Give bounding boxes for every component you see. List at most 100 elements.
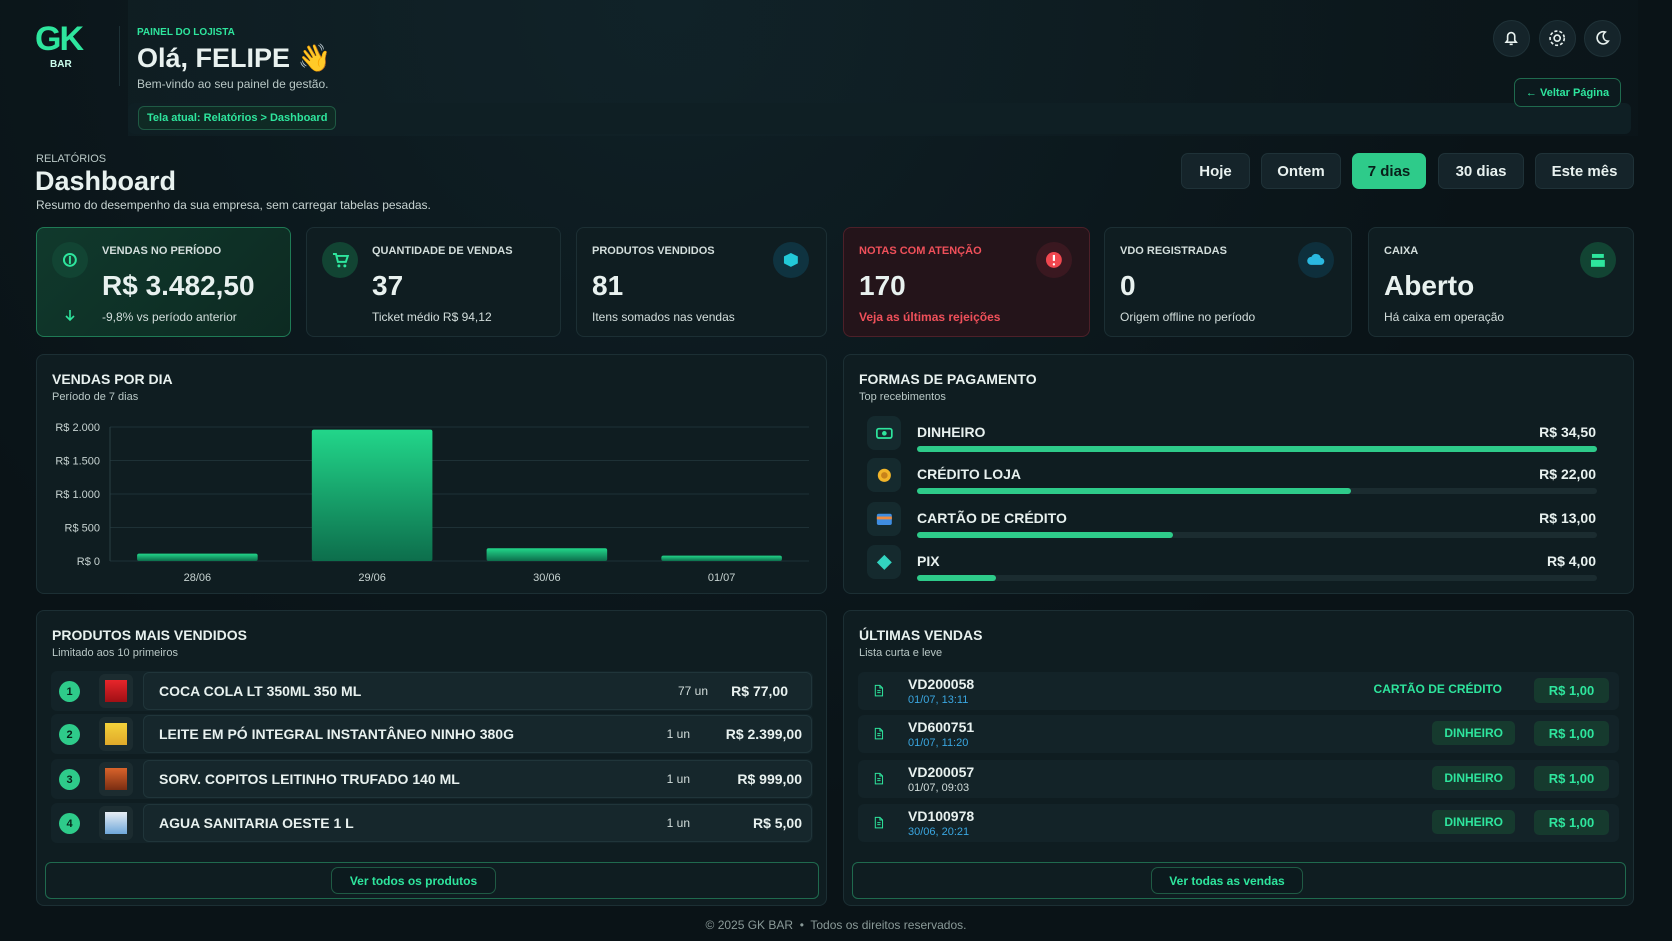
kpi-value: 81: [592, 270, 624, 301]
theme-button[interactable]: [1583, 19, 1621, 57]
button-frame: [45, 862, 819, 899]
breadcrumb-strip: [128, 103, 1631, 134]
kpi-value: 37: [372, 270, 404, 301]
kpi-label: VENDAS NO PERÍODO: [102, 245, 222, 257]
kpi-value: Aberto: [1384, 270, 1475, 301]
kpi-note: Ticket médio R$ 94,12: [372, 310, 492, 324]
kpi-label: PRODUTOS VENDIDOS: [592, 245, 715, 257]
view-sales-button[interactable]: Ver todas as vendas: [1151, 867, 1303, 894]
kpi-card: CAIXA Aberto Há caixa em operação: [1368, 227, 1634, 337]
payment-value: R$ 13,00: [1539, 510, 1596, 526]
products-panel: PRODUTOS MAIS VENDIDOS Limitado aos 10 pr…: [36, 610, 827, 906]
product-name-box: [143, 804, 812, 842]
product-name-box: [143, 672, 812, 710]
sale-total: R$ 1,00: [1534, 721, 1609, 746]
kpi-note: Veja as últimas rejeições: [859, 310, 1001, 324]
panel-subtitle: Limitado aos 10 primeiros: [52, 647, 178, 659]
product-image: [99, 717, 133, 751]
sale-id: VD200057: [908, 764, 975, 780]
kpi-label: NOTAS COM ATENÇÃO: [859, 245, 982, 257]
kpi-note: Origem offline no período: [1120, 310, 1256, 324]
payment-name: CARTÃO DE CRÉDITO: [917, 510, 1067, 526]
panel-title: VENDAS POR DIA: [52, 371, 173, 387]
bar: [137, 553, 258, 561]
product-name: SORV. COPITOS LEITINHO TRUFADO 140 ML: [159, 771, 460, 787]
product-total: R$ 5,00: [752, 815, 802, 831]
logo: GK: [35, 20, 84, 58]
icon-glyph: [876, 513, 892, 525]
sale-date: 01/07, 11:20: [908, 737, 969, 749]
section-eyebrow: RELATÓRIOS: [36, 153, 107, 165]
panel-subtitle: Top recebimentos: [859, 391, 946, 403]
settings-button[interactable]: [1538, 19, 1576, 57]
rank-badge: 2: [59, 724, 80, 745]
payment-icon: [867, 502, 901, 536]
payment-name: CRÉDITO LOJA: [917, 466, 1021, 482]
product-name-box: [143, 760, 812, 798]
x-tick-label: 30/06: [533, 572, 561, 584]
product-qty: 1 un: [666, 816, 690, 830]
sale-row-bg: [858, 672, 1619, 710]
view-products-button[interactable]: Ver todos os produtos: [331, 867, 496, 894]
icon-glyph: [1504, 31, 1518, 45]
sale-icon: [867, 679, 891, 703]
payment-bar: [917, 575, 996, 581]
icon-glyph: [875, 773, 884, 785]
period-button[interactable]: Hoje: [1181, 153, 1250, 189]
icon-glyph: [1591, 254, 1605, 267]
section-title: Dashboard: [35, 166, 177, 196]
period-button[interactable]: 7 dias: [1352, 153, 1426, 189]
kpi-icon: [1580, 242, 1616, 278]
kpi-icon: [322, 242, 358, 278]
kpi-value: R$ 3.482,50: [102, 270, 255, 301]
section-subtitle: Resumo do desempenho da sua empresa, sem…: [36, 198, 431, 212]
icon-glyph: [1046, 252, 1062, 268]
icon-glyph: [875, 728, 884, 740]
sale-icon: [867, 811, 891, 835]
icon-glyph: [1549, 30, 1565, 46]
panel-subtitle: Lista curta e leve: [859, 647, 943, 659]
payment-track: [917, 575, 1597, 581]
rank-badge: 4: [59, 813, 80, 834]
rank-badge: 3: [59, 769, 80, 790]
y-tick-label: R$ 1.500: [55, 456, 100, 468]
rank-badge: 1: [59, 681, 80, 702]
notifications-button[interactable]: [1492, 19, 1530, 57]
sale-date: 01/07, 09:03: [908, 782, 970, 794]
eyebrow: PAINEL DO LOJISTA: [137, 27, 235, 38]
kpi-label: QUANTIDADE DE VENDAS: [372, 245, 513, 257]
period-button[interactable]: 30 dias: [1438, 153, 1524, 189]
breadcrumb: Tela atual: Relatórios > Dashboard: [138, 106, 337, 130]
icon-glyph: [875, 427, 893, 439]
button-frame: [852, 862, 1626, 899]
icon-glyph: [875, 817, 884, 829]
kpi-note: -9,8% vs período anterior: [102, 310, 237, 324]
kpi-icon: [1298, 242, 1334, 278]
icon-glyph: [1307, 254, 1325, 265]
icon-glyph: [877, 468, 891, 482]
payment-bar: [917, 532, 1174, 538]
period-button[interactable]: Ontem: [1261, 153, 1341, 189]
panel-subtitle: Período de 7 dias: [52, 391, 139, 403]
sale-date: 30/06, 20:21: [908, 826, 970, 838]
period-button[interactable]: Este mês: [1535, 153, 1634, 189]
back-button[interactable]: ← Veltar Página: [1514, 78, 1621, 107]
payment-bar: [917, 446, 1597, 452]
y-tick-label: R$ 1.000: [55, 489, 100, 501]
payment-value: R$ 4,00: [1546, 553, 1596, 569]
kpi-card: PRODUTOS VENDIDOS 81 Itens somados nas ven…: [576, 227, 827, 337]
sale-id: VD600751: [908, 719, 975, 735]
sales-panel: ÚLTIMAS VENDAS Lista curta e leve VD200058…: [843, 610, 1634, 906]
kpi-value: 170: [859, 270, 906, 301]
icon-glyph: [784, 253, 798, 267]
sale-total: R$ 1,00: [1534, 810, 1609, 835]
kpi-icon: [1036, 242, 1072, 278]
kpi-label: VDO REGISTRADAS: [1120, 245, 1227, 257]
sale-id: VD200058: [908, 676, 975, 692]
product-qty: 77 un: [677, 684, 708, 698]
payment-name: DINHEIRO: [917, 424, 986, 440]
bar-chart: R$ 0 R$ 500 R$ 1.000 R$ 1.500 R$ 2.000 28/06 2…: [55, 422, 809, 584]
product-total: R$ 999,00: [737, 771, 802, 787]
